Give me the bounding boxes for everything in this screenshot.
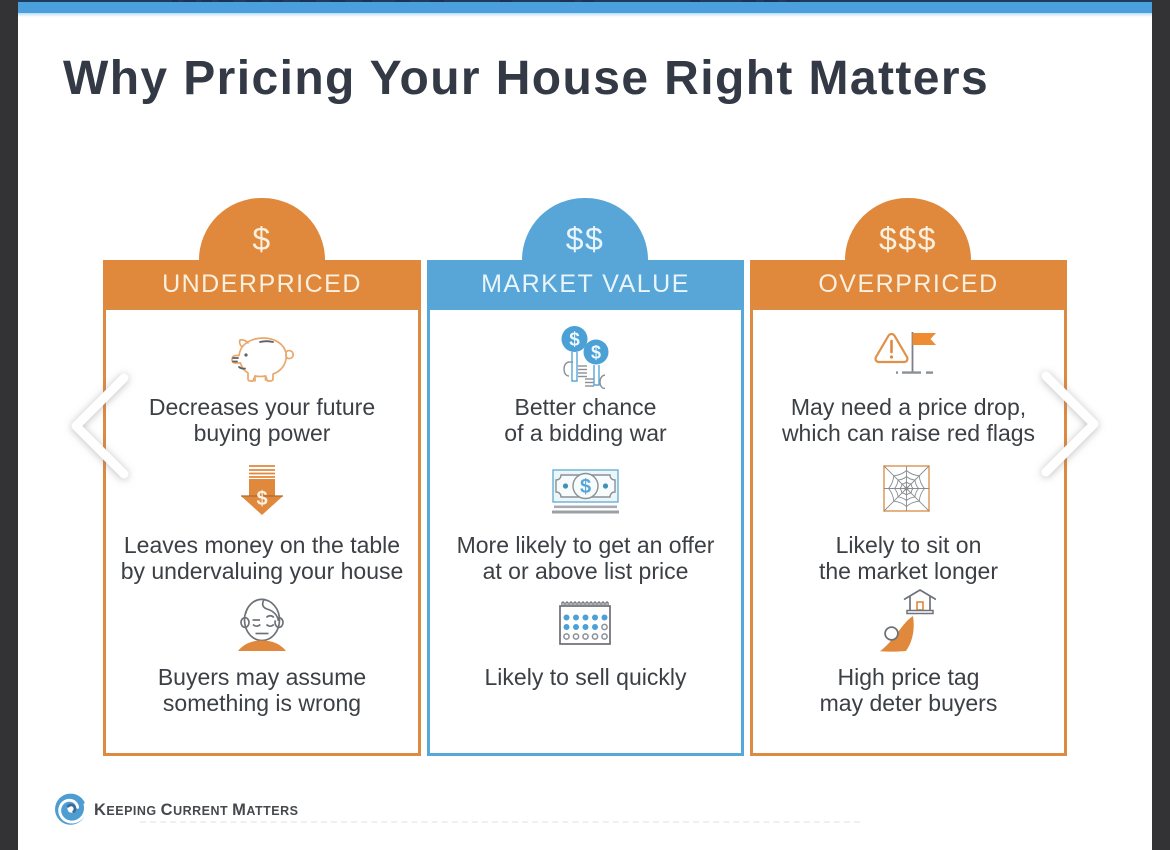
svg-text:$: $	[569, 330, 580, 351]
svg-text:$: $	[580, 476, 591, 498]
svg-text:$: $	[256, 488, 267, 510]
svg-text:$: $	[591, 343, 601, 363]
